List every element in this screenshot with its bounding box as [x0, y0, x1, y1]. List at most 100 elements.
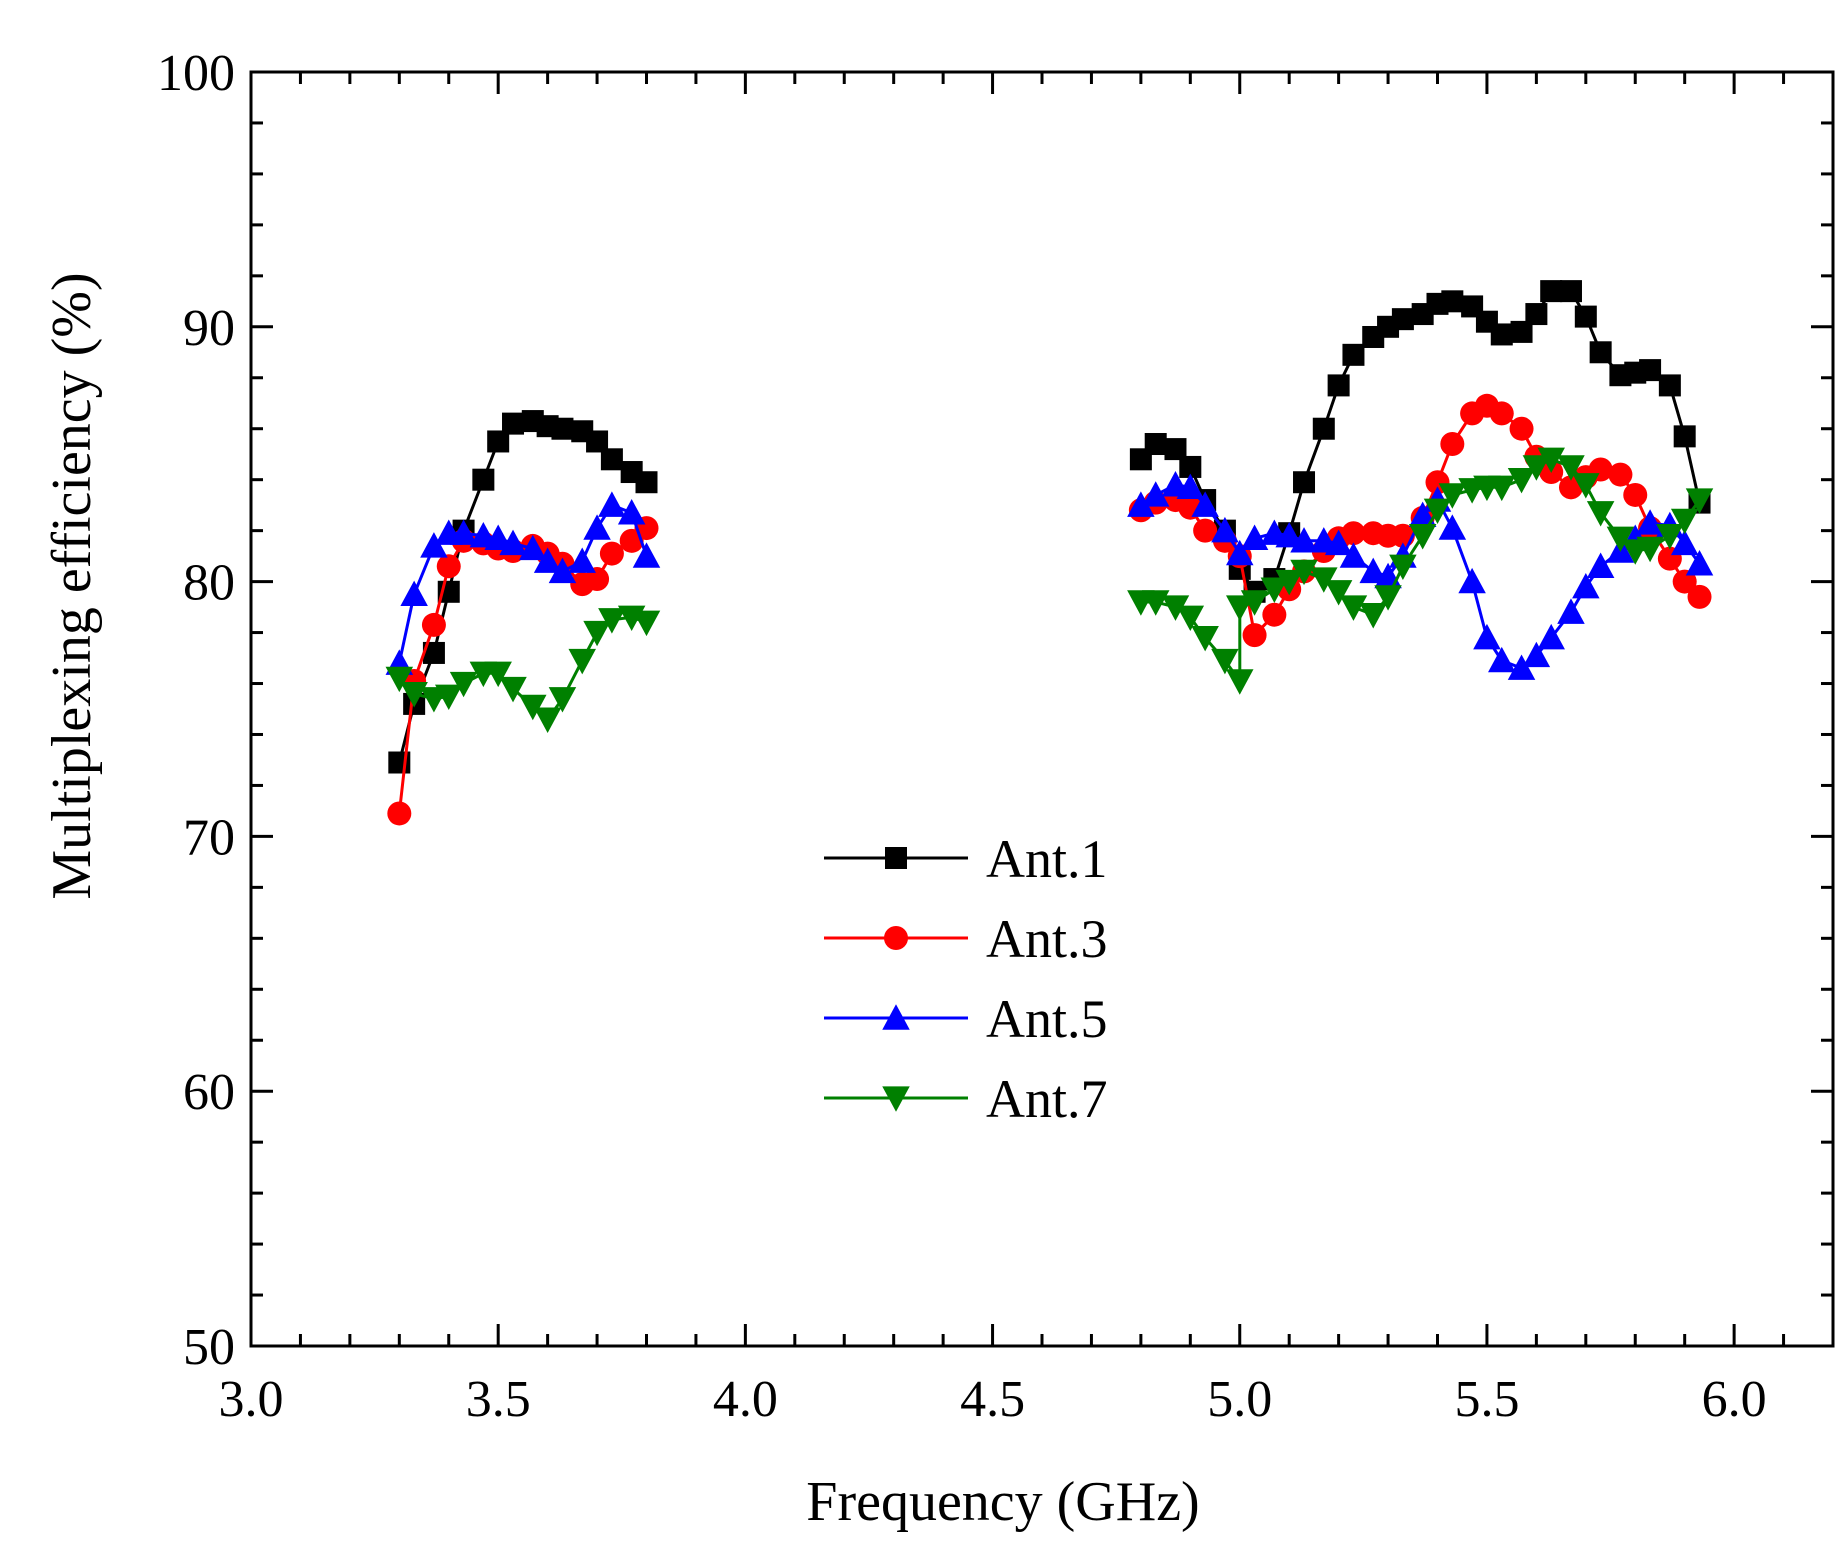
y-axis-title: Multiplexing efficiency (%) [41, 272, 103, 899]
data-point [586, 430, 609, 453]
data-point [1312, 417, 1335, 440]
legend-item: Ant.5 [824, 989, 1108, 1049]
data-point [1525, 303, 1548, 326]
axes: 3.0 3.5 4.0 4.5 5.0 5.5 6.0 50 60 70 80 90 100 [157, 45, 1835, 1428]
y-tick-label: 80 [183, 555, 235, 612]
data-point [1636, 536, 1664, 563]
data-point [487, 430, 510, 453]
data-point [1226, 539, 1254, 566]
data-point [1164, 438, 1187, 461]
data-point [1262, 602, 1287, 627]
data-point [1374, 585, 1402, 611]
data-point [400, 580, 428, 607]
data-point [1242, 623, 1267, 648]
data-point [1639, 359, 1662, 382]
data-point [1211, 516, 1239, 543]
data-point [1623, 482, 1648, 507]
data-point [1293, 471, 1316, 494]
data-point [1359, 603, 1387, 629]
data-point [1488, 475, 1516, 502]
data-point [598, 608, 626, 634]
data-point [1441, 290, 1464, 313]
data-point [1540, 280, 1563, 303]
legend-marker [885, 847, 907, 869]
y-tick-label: 70 [183, 809, 235, 866]
data-point [1275, 521, 1303, 548]
data-point [449, 519, 478, 545]
data-point [1656, 524, 1684, 550]
legend-label: Ant.3 [986, 909, 1108, 969]
data-point [1572, 473, 1600, 499]
legend-marker [884, 926, 908, 950]
data-point [1473, 623, 1501, 650]
y-tick-label: 60 [183, 1064, 235, 1121]
data-point [422, 641, 445, 664]
data-point [1509, 416, 1534, 441]
data-point [1179, 455, 1202, 478]
data-point [1608, 462, 1633, 487]
y-tick-label: 50 [183, 1319, 235, 1376]
data-point [1537, 623, 1565, 650]
data-point [1144, 433, 1167, 456]
x-tick-label: 5.0 [1207, 1371, 1272, 1428]
data-point [1141, 481, 1170, 507]
data-point [1191, 625, 1219, 652]
data-point [1574, 305, 1597, 328]
data-point [1290, 559, 1318, 586]
x-tick-label: 6.0 [1702, 1371, 1767, 1428]
data-point [484, 661, 512, 688]
data-point [1339, 595, 1368, 621]
data-point [1606, 526, 1635, 553]
legend-item: Ant.3 [824, 909, 1108, 969]
y-tick-label: 90 [183, 300, 235, 357]
data-point [568, 648, 596, 675]
data-point [1191, 491, 1219, 517]
data-point [499, 676, 527, 703]
series-ant5 [385, 471, 1714, 680]
data-point [1324, 529, 1353, 556]
data-point [1408, 501, 1437, 528]
data-point [1672, 569, 1697, 594]
data-point [583, 620, 611, 647]
data-point [1310, 567, 1338, 593]
data-point [1342, 343, 1365, 366]
data-point [1559, 280, 1582, 303]
series-ant1 [388, 280, 1711, 774]
series-line [1140, 457, 1701, 686]
data-point [1489, 401, 1514, 426]
data-point [568, 547, 596, 573]
data-point [1438, 483, 1467, 509]
data-point [1670, 508, 1699, 535]
data-point [1658, 374, 1681, 397]
data-point [1341, 521, 1366, 546]
data-point [1685, 550, 1714, 576]
data-point [421, 612, 446, 637]
data-point [519, 534, 547, 561]
data-point [598, 491, 626, 517]
x-axis-title: Frequency (GHz) [806, 1471, 1199, 1533]
data-point [499, 529, 527, 556]
data-point [1290, 527, 1318, 553]
data-point [1339, 542, 1368, 568]
data-point [1507, 654, 1536, 680]
series-ant7 [385, 447, 1714, 733]
data-point [1359, 557, 1387, 584]
data-point [435, 684, 463, 711]
series-line [397, 526, 648, 814]
data-point [1522, 641, 1551, 668]
x-tick-label: 3.0 [219, 1371, 284, 1428]
data-point [1636, 509, 1664, 535]
data-point [599, 541, 624, 566]
data-point [1586, 501, 1615, 527]
data-point [1687, 584, 1712, 609]
data-point [533, 707, 562, 733]
data-point [436, 554, 461, 579]
data-point [632, 610, 661, 637]
data-point [1673, 425, 1696, 448]
data-point [1211, 648, 1239, 675]
data-point [1586, 552, 1615, 578]
plot-area [385, 280, 1714, 826]
legend: Ant.1 Ant.3 Ant.5 Ant.7 [824, 829, 1108, 1129]
data-point [1176, 473, 1205, 500]
